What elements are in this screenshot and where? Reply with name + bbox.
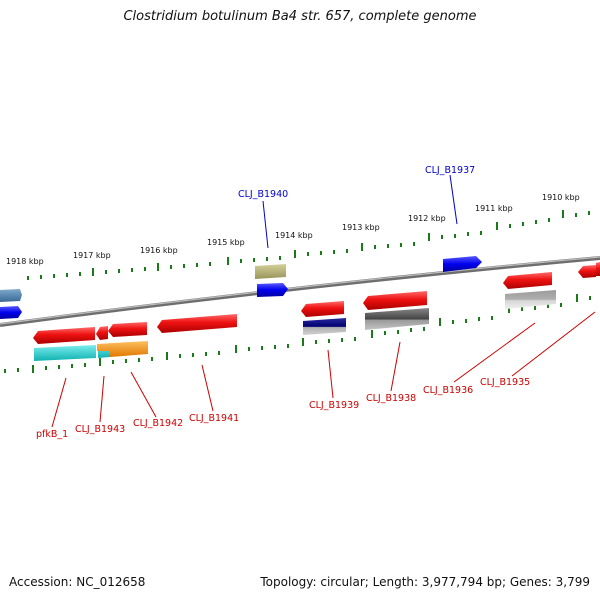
genome-title: Clostridium botulinum Ba4 str. 657, comp… (123, 9, 477, 24)
forward-strand-genes (0, 256, 482, 319)
gene-arrow[interactable] (505, 290, 556, 309)
gene-arrow[interactable] (97, 341, 148, 357)
gene-arrow[interactable] (257, 283, 288, 297)
gene-label[interactable]: CLJ_B1935 (480, 377, 530, 388)
scale-label: 1916 kbp (140, 246, 178, 255)
gene-arrow[interactable] (0, 289, 22, 302)
gene-arrow[interactable] (596, 262, 600, 276)
gene-label[interactable]: CLJ_B1936 (423, 385, 473, 396)
gene-arrow[interactable] (363, 291, 427, 310)
scale-label: 1910 kbp (542, 193, 580, 202)
gene-arrow[interactable] (0, 306, 22, 319)
gene-arrow[interactable] (578, 265, 596, 278)
scale-labels: 1918 kbp 1917 kbp 1916 kbp 1915 kbp 1914… (6, 193, 580, 266)
scale-label: 1914 kbp (275, 231, 313, 240)
scale-label: 1915 kbp (207, 238, 245, 247)
gene-label[interactable]: CLJ_B1939 (309, 400, 359, 411)
reverse-strand-genes (33, 262, 600, 361)
gene-label[interactable]: CLJ_B1937 (425, 165, 475, 176)
gene-arrow[interactable] (301, 301, 344, 317)
topology-text: Topology: circular; Length: 3,977,794 bp… (260, 575, 590, 589)
scale-label: 1913 kbp (342, 223, 380, 232)
scale-label: 1912 kbp (408, 214, 446, 223)
gene-arrow[interactable] (303, 318, 346, 335)
scale-label: 1911 kbp (475, 204, 513, 213)
leader-lines (51, 174, 596, 428)
gene-label[interactable]: pfkB_1 (36, 429, 68, 440)
gene-arrow[interactable] (157, 314, 237, 333)
gene-label[interactable]: CLJ_B1943 (75, 424, 125, 435)
gene-label[interactable]: CLJ_B1940 (238, 189, 288, 200)
gene-arrow[interactable] (503, 272, 552, 289)
gene-labels: CLJ_B1940 CLJ_B1937 pfkB_1 CLJ_B1943 CLJ… (36, 165, 530, 440)
genome-backbone (0, 256, 600, 327)
gene-arrow[interactable] (33, 327, 95, 344)
gene-label[interactable]: CLJ_B1938 (366, 393, 416, 404)
scale-label: 1917 kbp (73, 251, 111, 260)
scale-label: 1918 kbp (6, 257, 44, 266)
lower-tick-track (4, 294, 591, 373)
gene-arrow[interactable] (365, 308, 429, 330)
gene-arrow[interactable] (255, 264, 286, 279)
gene-label[interactable]: CLJ_B1942 (133, 418, 183, 429)
upper-tick-track (27, 210, 590, 280)
gene-label[interactable]: CLJ_B1941 (189, 413, 239, 424)
accession-text: Accession: NC_012658 (9, 575, 146, 589)
gene-arrow[interactable] (443, 256, 482, 272)
gene-arrow[interactable] (108, 322, 147, 337)
gene-arrow[interactable] (96, 326, 108, 340)
gene-arrow[interactable] (34, 345, 96, 361)
